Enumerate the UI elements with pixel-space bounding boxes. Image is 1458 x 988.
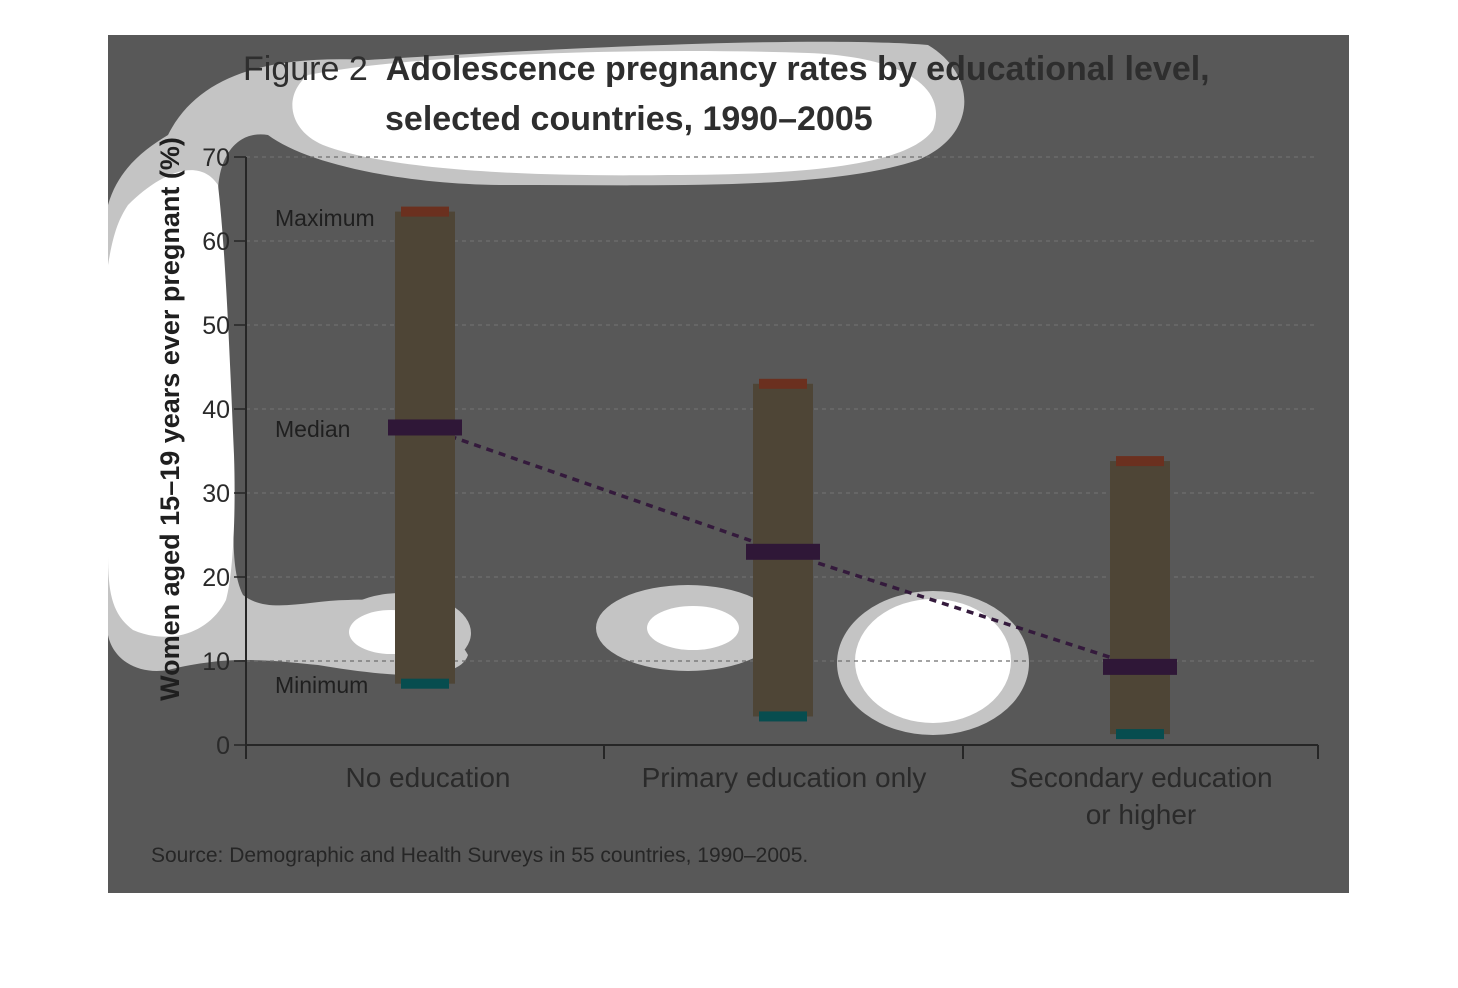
category-labels: No education Primary education only Second… bbox=[345, 762, 1272, 830]
y-tick-label: 30 bbox=[202, 480, 230, 508]
y-tick-labels: 0 10 20 30 40 50 60 70 bbox=[202, 144, 230, 760]
category-label: Secondary education bbox=[1009, 762, 1272, 793]
overlay-blob-top-left-inner bbox=[292, 51, 937, 176]
chart: Figure 2 Adolescence pregnancy rates by e… bbox=[108, 41, 1319, 867]
max-cap bbox=[759, 378, 807, 389]
annotation-minimum: Minimum bbox=[275, 672, 368, 698]
y-tick-label: 40 bbox=[202, 396, 230, 424]
max-cap bbox=[1116, 456, 1164, 467]
category-label: Primary education only bbox=[642, 762, 927, 793]
title-line-1: Figure 2 Adolescence pregnancy rates by e… bbox=[243, 50, 1210, 88]
range-bar bbox=[1110, 461, 1170, 735]
annotation-median: Median bbox=[275, 416, 350, 442]
title-prefix: Figure 2 bbox=[243, 50, 368, 88]
max-cap bbox=[401, 206, 449, 217]
overlay-blob-left-inner bbox=[108, 170, 235, 637]
overlay-blob-right-inner bbox=[855, 599, 1011, 723]
title-main-line-1: Adolescence pregnancy rates by education… bbox=[386, 50, 1210, 88]
category-label-line-2: or higher bbox=[1086, 799, 1197, 830]
y-tick-label: 50 bbox=[202, 312, 230, 340]
y-tick-label: 70 bbox=[202, 144, 230, 172]
figure-panel: Figure 2 Adolescence pregnancy rates by e… bbox=[108, 35, 1349, 893]
y-tick-label: 60 bbox=[202, 228, 230, 256]
y-tick-label: 20 bbox=[202, 564, 230, 592]
y-tick-label: 0 bbox=[216, 732, 230, 760]
source-note: Source: Demographic and Health Surveys i… bbox=[151, 844, 808, 867]
median-cap bbox=[1103, 658, 1177, 675]
range-bars bbox=[388, 206, 1177, 740]
overlay-blobs bbox=[108, 41, 1029, 735]
overlay-blob-mid-inner bbox=[647, 606, 739, 650]
min-cap bbox=[401, 678, 449, 689]
median-cap bbox=[388, 419, 462, 436]
median-cap bbox=[746, 543, 820, 560]
title-line-2: selected countries, 1990–2005 bbox=[385, 100, 873, 138]
chart-title: Figure 2 Adolescence pregnancy rates by e… bbox=[243, 50, 1210, 138]
min-cap bbox=[1116, 729, 1164, 740]
annotation-maximum: Maximum bbox=[275, 205, 375, 231]
y-tick-label: 10 bbox=[202, 648, 230, 676]
min-cap bbox=[759, 711, 807, 722]
y-axis-label: Women aged 15–19 years ever pregnant (%) bbox=[155, 137, 185, 701]
category-label: No education bbox=[345, 762, 510, 793]
axes bbox=[234, 156, 1319, 759]
range-bar bbox=[395, 211, 455, 684]
